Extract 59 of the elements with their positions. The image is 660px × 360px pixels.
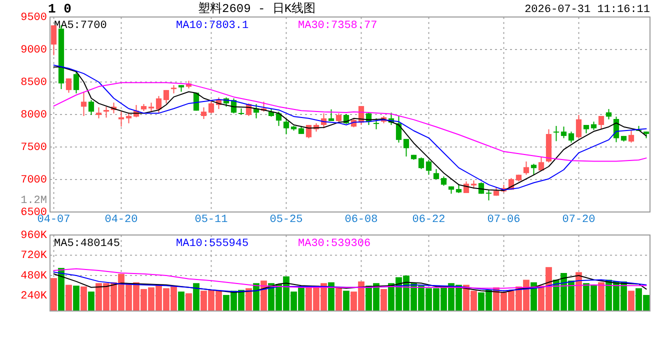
candlestick [628,130,634,144]
candlestick [208,100,214,114]
x-tick-label: 05-25 [270,214,303,226]
text: 1.2M [20,194,47,207]
candlestick [560,126,567,139]
candlestick [103,106,110,118]
y-tick-label: 480K [20,270,48,282]
candlestick [523,160,530,176]
candlestick [403,138,410,157]
candlestick [156,96,162,114]
x-tick-label: 07-06 [487,214,520,226]
candlestick [568,131,574,144]
text: MA5:480145 [54,238,120,250]
candlestick [96,106,102,119]
y-tick-label: 8500 [20,76,47,89]
candlestick [73,71,80,94]
candlestick [373,118,380,130]
text: MA5:7700 [54,20,107,32]
text: 1 0 [48,1,72,16]
x-tick-label: 04-20 [104,214,138,226]
candlestick [283,118,290,135]
candlestick [80,91,87,116]
x-tick-label: 04-07 [37,214,70,226]
candlestick [576,114,582,139]
candlestick [418,156,424,170]
y-tick-label: 9000 [20,44,47,56]
y-tick-label: 9500 [20,12,47,24]
y-tick-label: 240K [20,290,48,303]
text: MA30:7358.77 [298,20,378,32]
candlestick [118,111,124,128]
candlestick [88,100,94,116]
x-tick-label: 06-22 [412,214,446,226]
candlestick [440,176,447,186]
candlestick [396,115,402,144]
text: MA10:555945 [176,238,249,250]
text: MA30:539306 [298,238,371,250]
line-series [53,268,647,289]
y-tick-label: 960K [20,230,48,242]
candlestick [553,125,560,142]
y-tick-label: 7000 [20,174,47,186]
y-tick-label: 8000 [20,109,47,122]
candlestick [486,189,492,201]
chart-subtitle: 2026-07-31 11:16:11 [524,4,650,16]
text: MA10:7803.1 [176,20,250,32]
x-tick-label: 07-20 [562,214,596,226]
candlestick [538,156,544,171]
x-tick-label: 05-11 [194,214,228,226]
line-series [53,82,647,162]
candlestick [606,108,612,120]
candlestick [66,78,72,94]
candlestick [200,106,207,120]
y-tick-label: 720K [20,250,48,262]
candlestick [126,112,132,124]
x-tick-label: 06-08 [344,214,378,226]
candlestick [426,159,432,176]
candlestick [598,115,604,130]
y-tick-label: 7500 [20,142,47,154]
chart-title: 塑料2609 - 日K线图 [198,1,316,16]
candlestick [163,90,170,104]
